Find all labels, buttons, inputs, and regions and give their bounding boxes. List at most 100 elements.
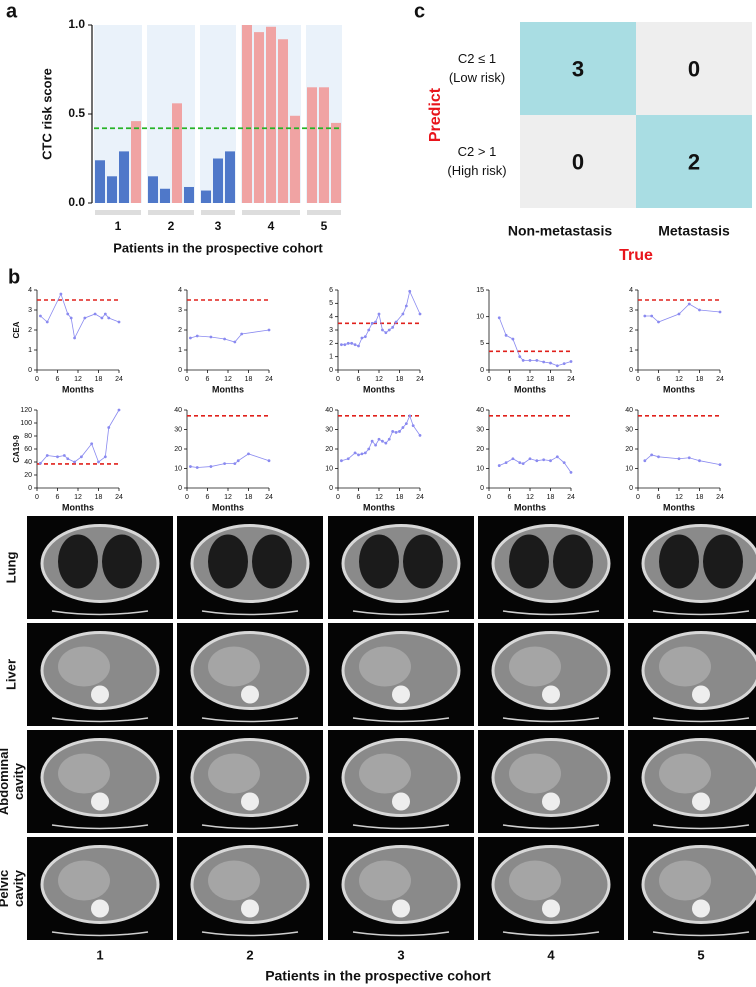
group-bar [307,210,341,215]
y-tick-label: 4 [178,287,182,294]
data-point [60,293,63,296]
data-point [529,457,532,460]
bar [160,189,170,203]
ct-spine [692,900,710,918]
y-tick-label: 20 [24,472,32,479]
ct-lung [703,535,743,589]
x-tick-label: 24 [567,376,575,383]
ct-organ [359,754,411,794]
column-label: 1 [96,947,103,962]
data-point [268,329,271,332]
y-tick-label: 0.0 [68,195,85,209]
row-label: Pelvic [0,870,11,908]
y-tick-label: 0 [178,367,182,374]
x-tick-label: 0 [487,376,491,383]
y-tick-label: 3 [629,307,633,314]
series-line [645,455,720,465]
data-point [549,362,552,365]
data-point [189,337,192,340]
x-tick-label: 12 [74,376,82,383]
y-tick-label: 10 [476,314,484,321]
y-axis-title: CA19-9 [12,435,21,463]
x-tick-label: 24 [265,494,273,501]
bar [266,27,276,203]
ct-organ [58,861,110,901]
bar [254,32,264,203]
series-line [190,330,269,342]
y-axis-title: CTC risk score [39,68,54,160]
x-tick-label: 12 [375,494,383,501]
data-point [570,360,573,363]
data-point [391,430,394,433]
data-point [104,455,107,458]
data-point [542,361,545,364]
y-tick-label: 10 [625,465,633,472]
x-tick-label: 6 [56,376,60,383]
x-tick-label: 24 [416,376,424,383]
bar [131,121,141,203]
ct-lung [509,535,549,589]
bar [107,176,117,203]
row-label: (Low risk) [449,70,505,85]
x-tick-label: 24 [716,376,724,383]
data-point [73,337,76,340]
series-line [499,318,571,366]
data-point [505,334,508,337]
data-point [688,456,691,459]
x-tick-label: 18 [95,376,103,383]
y-tick-label: 5 [329,300,333,307]
y-tick-label: 0 [28,367,32,374]
data-point [83,317,86,320]
data-point [381,440,384,443]
y-tick-label: 4 [28,287,32,294]
y-tick-label: 40 [625,407,633,414]
data-point [56,455,59,458]
data-point [412,424,415,427]
y-tick-label: 0 [178,485,182,492]
row-label: Abdominal [0,748,11,815]
y-tick-label: 1 [28,347,32,354]
ct-lung [403,535,443,589]
data-point [364,335,367,338]
y-tick-label: 40 [476,407,484,414]
group-bar [242,210,300,215]
bar [172,103,182,203]
y-tick-label: 0 [28,485,32,492]
x-tick-label: 5 [321,219,328,233]
data-point [498,316,501,319]
bar [242,25,252,203]
y-tick-label: 1 [629,347,633,354]
x-tick-label: 0 [487,494,491,501]
column-label: 5 [697,947,704,962]
data-point [698,459,701,462]
ct-lung [252,535,292,589]
data-point [371,322,374,325]
y-tick-label: 80 [24,433,32,440]
ct-lung [659,535,699,589]
data-point [678,313,681,316]
x-tick-label: 18 [95,494,103,501]
y-tick-label: 10 [325,465,333,472]
data-point [104,313,107,316]
panel-label: a [6,0,18,22]
y-tick-label: 20 [625,446,633,453]
ct-organ [208,647,260,687]
data-point [357,345,360,348]
group-bar [95,210,141,215]
x-tick-label: 12 [224,494,232,501]
x-tick-label: 6 [657,494,661,501]
data-point [688,303,691,306]
bar [95,160,105,203]
data-point [63,454,66,457]
data-point [73,461,76,464]
y-tick-label: 0 [329,485,333,492]
ct-lung [58,535,98,589]
bar [278,39,288,203]
x-tick-label: 6 [357,376,361,383]
data-point [210,336,213,339]
ct-organ [509,647,561,687]
ct-spine [542,900,560,918]
data-point [80,455,83,458]
y-tick-label: 3 [178,307,182,314]
